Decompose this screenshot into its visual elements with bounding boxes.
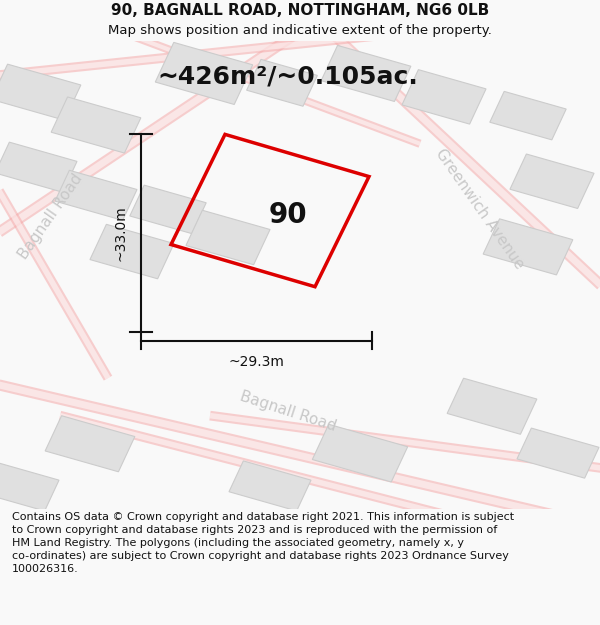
Text: ~426m²/~0.105ac.: ~426m²/~0.105ac.	[158, 64, 418, 88]
Polygon shape	[186, 210, 270, 265]
Polygon shape	[321, 46, 411, 101]
Polygon shape	[0, 64, 81, 120]
Text: 90: 90	[269, 201, 307, 229]
Polygon shape	[229, 461, 311, 511]
Polygon shape	[447, 378, 537, 434]
Polygon shape	[45, 416, 135, 472]
Text: ~29.3m: ~29.3m	[229, 355, 284, 369]
Polygon shape	[510, 154, 594, 209]
Polygon shape	[517, 428, 599, 478]
Polygon shape	[90, 224, 174, 279]
Polygon shape	[490, 91, 566, 140]
Text: 90, BAGNALL ROAD, NOTTINGHAM, NG6 0LB: 90, BAGNALL ROAD, NOTTINGHAM, NG6 0LB	[111, 2, 489, 18]
Polygon shape	[483, 219, 573, 275]
Polygon shape	[55, 170, 137, 221]
Polygon shape	[0, 461, 59, 511]
Polygon shape	[313, 424, 407, 482]
Polygon shape	[51, 97, 141, 153]
Text: Greenwich Avenue: Greenwich Avenue	[433, 146, 527, 272]
Polygon shape	[0, 142, 77, 192]
Polygon shape	[130, 185, 206, 234]
Polygon shape	[155, 42, 253, 104]
Text: Contains OS data © Crown copyright and database right 2021. This information is : Contains OS data © Crown copyright and d…	[12, 512, 514, 574]
Polygon shape	[402, 69, 486, 124]
Text: ~33.0m: ~33.0m	[114, 206, 128, 261]
Text: Map shows position and indicative extent of the property.: Map shows position and indicative extent…	[108, 24, 492, 37]
Polygon shape	[247, 59, 317, 106]
Text: Bagnall Road: Bagnall Road	[16, 171, 86, 262]
Text: Bagnall Road: Bagnall Road	[238, 388, 338, 434]
